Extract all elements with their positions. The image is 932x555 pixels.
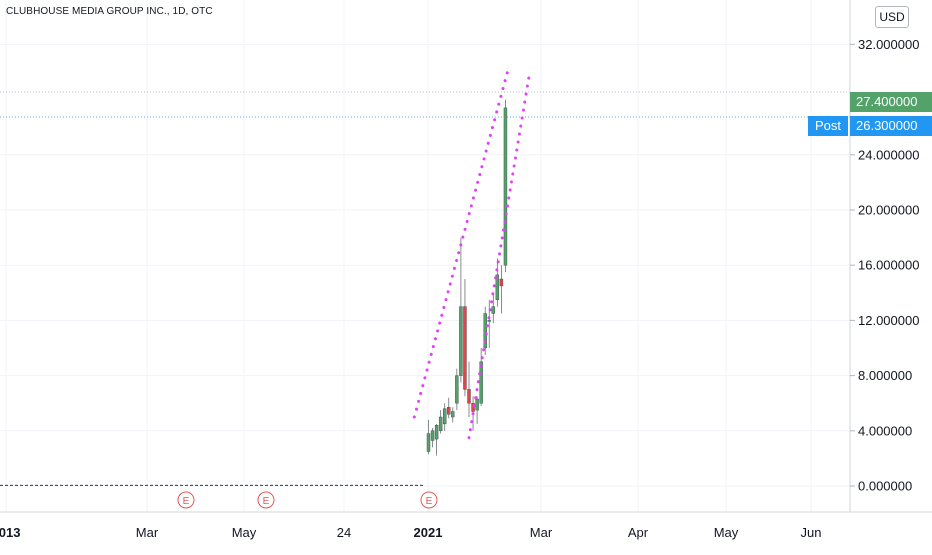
y-tick-label: 16.000000: [858, 258, 919, 273]
candle-body: [426, 433, 431, 452]
candle-body: [434, 425, 439, 440]
time-axis[interactable]: 2013 Mar May 24 2021 Mar Apr May Jun: [0, 525, 821, 540]
y-tick-label: 8.000000: [858, 368, 912, 383]
x-tick-label: 2013: [0, 525, 20, 540]
y-tick-label: 32.000000: [858, 37, 919, 52]
x-tick-label: May: [714, 525, 739, 540]
symbol-title: CLUBHOUSE MEDIA GROUP INC., 1D, OTC: [6, 6, 213, 17]
candle-body: [430, 430, 435, 441]
candles: [426, 99, 508, 456]
candle-body: [503, 107, 508, 266]
post-market-label: Post: [808, 116, 848, 136]
trendline[interactable]: [412, 70, 509, 419]
earnings-marker-label: E: [183, 496, 190, 507]
post-price-tag: 26.300000: [850, 116, 932, 136]
candle-body: [447, 407, 451, 415]
earnings-marker-circle: [177, 491, 195, 509]
candle-body: [438, 416, 443, 432]
y-tick-label: 20.000000: [858, 203, 919, 218]
candle-body: [463, 306, 467, 390]
y-tick-label: 24.000000: [858, 147, 919, 162]
earnings-marker-circle: [257, 491, 275, 509]
trendline[interactable]: [467, 70, 532, 440]
x-tick-label: Mar: [136, 525, 159, 540]
earnings-marker[interactable]: E: [257, 491, 275, 509]
price-axis[interactable]: 0.000000 4.000000 8.000000 12.000000 16.0000…: [850, 37, 919, 494]
candle-body: [471, 403, 475, 412]
x-tick-label: Jun: [801, 525, 822, 540]
x-tick-label: Apr: [628, 525, 649, 540]
x-tick-label: 2021: [414, 525, 443, 540]
candle-body: [451, 411, 455, 418]
y-tick-label: 0.000000: [858, 479, 912, 494]
candle-body: [483, 313, 487, 349]
earnings-marker[interactable]: E: [420, 491, 438, 509]
last-price-tag: 27.400000: [850, 92, 932, 112]
earnings-marker-circle: [420, 491, 438, 509]
x-tick-label: May: [232, 525, 257, 540]
candle-body: [459, 306, 463, 376]
candle-body: [487, 320, 491, 322]
x-tick-label: 24: [337, 525, 351, 540]
candle-body: [499, 278, 504, 287]
currency-button[interactable]: USD: [875, 6, 909, 28]
candle-body: [443, 408, 447, 425]
earnings-marker-label: E: [263, 496, 270, 507]
candle-body: [455, 375, 459, 404]
candle-body: [495, 274, 500, 300]
earnings-marker[interactable]: E: [177, 491, 195, 509]
y-tick-label: 12.000000: [858, 313, 919, 328]
trendlines[interactable]: [412, 70, 532, 440]
candle-body: [479, 361, 483, 404]
candle-body: [467, 389, 471, 404]
y-tick-label: 4.000000: [858, 423, 912, 438]
candle-body: [491, 306, 495, 314]
earnings-marker-label: E: [426, 496, 433, 507]
candle-body: [475, 398, 479, 411]
grid-lines: [0, 0, 850, 512]
x-tick-label: Mar: [530, 525, 553, 540]
